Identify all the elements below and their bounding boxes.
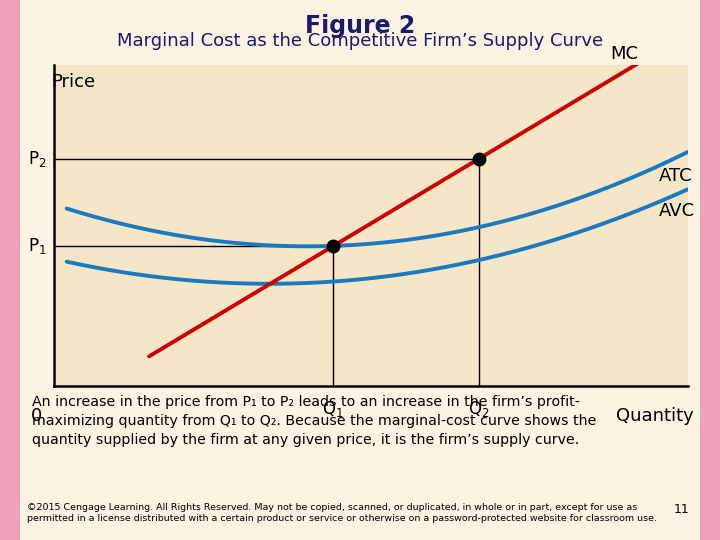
Text: MC: MC bbox=[611, 45, 638, 63]
Text: P$_1$: P$_1$ bbox=[28, 237, 46, 256]
Text: Q$_2$: Q$_2$ bbox=[468, 400, 490, 420]
Text: Q$_1$: Q$_1$ bbox=[322, 400, 343, 420]
Text: Price: Price bbox=[51, 73, 95, 91]
Text: An increase in the price from P₁ to P₂ leads to an increase in the firm’s profit: An increase in the price from P₁ to P₂ l… bbox=[32, 395, 597, 447]
Text: Marginal Cost as the Competitive Firm’s Supply Curve: Marginal Cost as the Competitive Firm’s … bbox=[117, 32, 603, 50]
Text: P$_2$: P$_2$ bbox=[28, 149, 46, 169]
Text: ©2015 Cengage Learning. All Rights Reserved. May not be copied, scanned, or dupl: ©2015 Cengage Learning. All Rights Reser… bbox=[27, 503, 657, 523]
Text: ATC: ATC bbox=[659, 166, 693, 185]
Text: Quantity: Quantity bbox=[616, 407, 694, 425]
Text: 11: 11 bbox=[674, 503, 690, 516]
Text: 0: 0 bbox=[32, 407, 42, 425]
Text: AVC: AVC bbox=[659, 202, 696, 220]
Text: Figure 2: Figure 2 bbox=[305, 14, 415, 37]
